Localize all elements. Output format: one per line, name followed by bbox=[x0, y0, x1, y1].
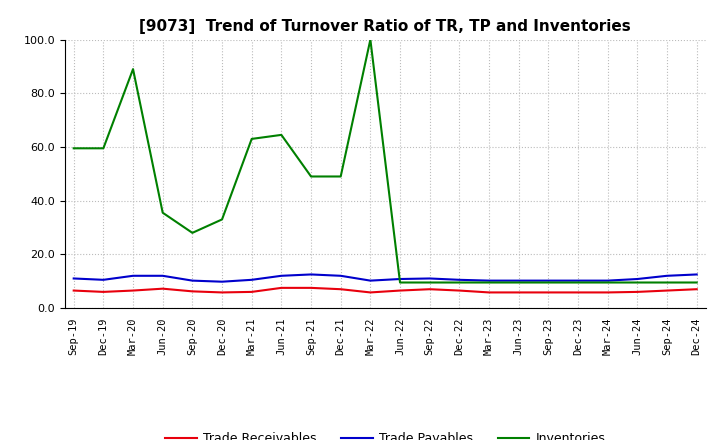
Trade Payables bbox=[277, 273, 286, 279]
Trade Receivables bbox=[99, 289, 108, 294]
Trade Payables bbox=[485, 278, 493, 283]
Inventories bbox=[158, 210, 167, 215]
Trade Payables bbox=[693, 272, 701, 277]
Trade Receivables bbox=[277, 285, 286, 290]
Trade Receivables bbox=[662, 288, 671, 293]
Inventories bbox=[396, 280, 405, 285]
Inventories bbox=[514, 280, 523, 285]
Inventories bbox=[662, 280, 671, 285]
Trade Receivables bbox=[603, 290, 612, 295]
Trade Payables bbox=[307, 272, 315, 277]
Trade Payables bbox=[633, 276, 642, 282]
Inventories bbox=[129, 66, 138, 72]
Trade Receivables bbox=[158, 286, 167, 291]
Inventories bbox=[188, 230, 197, 235]
Trade Payables bbox=[158, 273, 167, 279]
Inventories bbox=[69, 146, 78, 151]
Trade Receivables bbox=[455, 288, 464, 293]
Trade Payables bbox=[662, 273, 671, 279]
Trade Payables bbox=[188, 278, 197, 283]
Trade Receivables bbox=[366, 290, 374, 295]
Trade Payables bbox=[217, 279, 226, 284]
Inventories bbox=[217, 217, 226, 222]
Inventories bbox=[307, 174, 315, 179]
Trade Payables bbox=[455, 277, 464, 282]
Trade Receivables bbox=[396, 288, 405, 293]
Trade Receivables bbox=[69, 288, 78, 293]
Trade Receivables bbox=[574, 290, 582, 295]
Trade Receivables bbox=[129, 288, 138, 293]
Trade Payables bbox=[514, 278, 523, 283]
Trade Payables bbox=[603, 278, 612, 283]
Trade Payables bbox=[248, 277, 256, 282]
Trade Payables bbox=[426, 276, 434, 281]
Title: [9073]  Trend of Turnover Ratio of TR, TP and Inventories: [9073] Trend of Turnover Ratio of TR, TP… bbox=[140, 19, 631, 34]
Inventories bbox=[366, 37, 374, 42]
Inventories bbox=[455, 280, 464, 285]
Trade Receivables bbox=[485, 290, 493, 295]
Trade Receivables bbox=[693, 286, 701, 292]
Line: Inventories: Inventories bbox=[73, 40, 697, 282]
Inventories bbox=[633, 280, 642, 285]
Line: Trade Receivables: Trade Receivables bbox=[73, 288, 697, 293]
Inventories bbox=[99, 146, 108, 151]
Trade Receivables bbox=[307, 285, 315, 290]
Trade Receivables bbox=[426, 286, 434, 292]
Trade Receivables bbox=[217, 290, 226, 295]
Trade Receivables bbox=[188, 289, 197, 294]
Trade Payables bbox=[99, 277, 108, 282]
Trade Payables bbox=[69, 276, 78, 281]
Trade Payables bbox=[544, 278, 553, 283]
Trade Payables bbox=[129, 273, 138, 279]
Inventories bbox=[693, 280, 701, 285]
Trade Payables bbox=[574, 278, 582, 283]
Inventories bbox=[248, 136, 256, 142]
Trade Receivables bbox=[633, 289, 642, 294]
Inventories bbox=[336, 174, 345, 179]
Inventories bbox=[485, 280, 493, 285]
Trade Payables bbox=[366, 278, 374, 283]
Trade Receivables bbox=[544, 290, 553, 295]
Trade Receivables bbox=[514, 290, 523, 295]
Inventories bbox=[574, 280, 582, 285]
Trade Payables bbox=[336, 273, 345, 279]
Inventories bbox=[603, 280, 612, 285]
Trade Receivables bbox=[248, 289, 256, 294]
Legend: Trade Receivables, Trade Payables, Inventories: Trade Receivables, Trade Payables, Inven… bbox=[161, 427, 610, 440]
Inventories bbox=[277, 132, 286, 138]
Line: Trade Payables: Trade Payables bbox=[73, 275, 697, 282]
Trade Payables bbox=[396, 276, 405, 282]
Trade Receivables bbox=[336, 286, 345, 292]
Inventories bbox=[544, 280, 553, 285]
Inventories bbox=[426, 280, 434, 285]
